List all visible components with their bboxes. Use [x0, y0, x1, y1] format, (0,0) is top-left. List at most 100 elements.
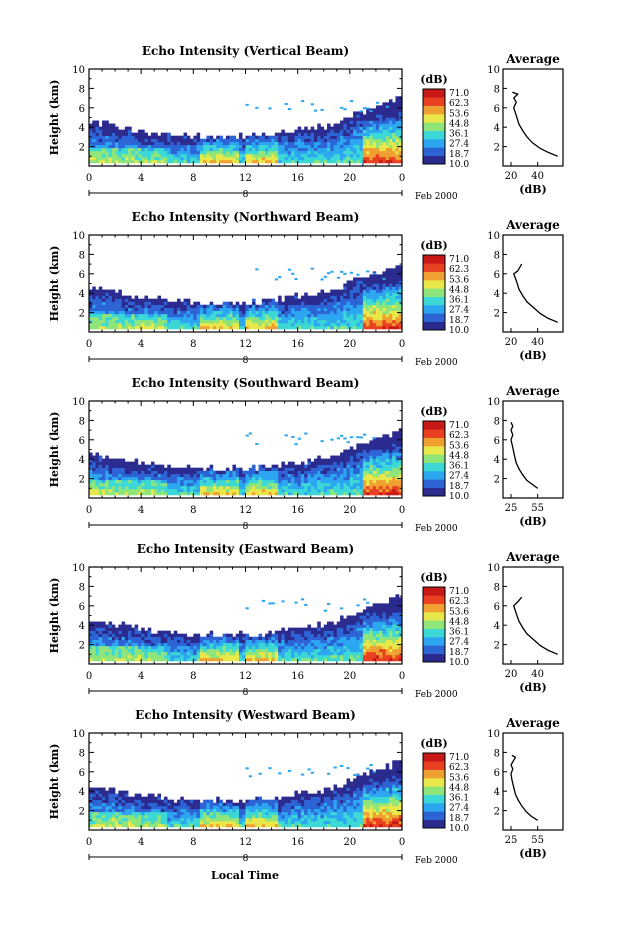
- heatmap-cell: [333, 159, 338, 164]
- heatmap-cell: [362, 609, 367, 613]
- heatmap-cell: [327, 479, 331, 484]
- heatmap-cell: [255, 141, 259, 146]
- heatmap-cell: [395, 431, 400, 435]
- y-tick-label: 6: [79, 104, 85, 115]
- heatmap-cell: [281, 473, 285, 478]
- heatmap-cell: [284, 150, 289, 155]
- heatmap-cell: [398, 286, 403, 290]
- heatmap-cell: [372, 648, 377, 653]
- heatmap-cell: [388, 123, 393, 127]
- heatmap-cell: [284, 648, 289, 653]
- heatmap-cell: [320, 310, 325, 315]
- heatmap-cell: [346, 639, 351, 644]
- heatmap-cell: [115, 482, 119, 487]
- heatmap-cell: [310, 310, 315, 315]
- heatmap-cell: [154, 147, 158, 152]
- heatmap-cell: [199, 654, 204, 659]
- heatmap-cell: [392, 603, 396, 607]
- heatmap-cell: [385, 310, 390, 315]
- heatmap-cell: [304, 476, 308, 481]
- heatmap-cell: [310, 301, 315, 306]
- heatmap-cell: [320, 153, 325, 158]
- heatmap-cell: [323, 479, 328, 484]
- heatmap-cell: [388, 129, 393, 133]
- heatmap-cell: [196, 485, 201, 490]
- heatmap-cell: [300, 473, 305, 478]
- heatmap-cell: [398, 437, 403, 441]
- heatmap-cell: [238, 319, 243, 324]
- heatmap-cell: [177, 322, 181, 327]
- heatmap-cell: [206, 135, 210, 140]
- heatmap-cell: [340, 636, 344, 641]
- heatmap-cell: [320, 108, 324, 111]
- heatmap-cell: [89, 307, 93, 312]
- heatmap-cell: [229, 316, 233, 321]
- heatmap-cell: [157, 633, 162, 638]
- heatmap-cell: [209, 316, 214, 321]
- heatmap-cell: [255, 150, 259, 155]
- heatmap-cell: [340, 461, 344, 465]
- heatmap-cell: [366, 461, 370, 465]
- heatmap-cell: [307, 479, 312, 484]
- y-tick-label: 6: [79, 436, 85, 447]
- heatmap-cell: [349, 138, 354, 143]
- heatmap-cell: [336, 129, 341, 133]
- heatmap-cell: [385, 123, 390, 127]
- heatmap-cell: [261, 322, 266, 327]
- heatmap-cell: [307, 322, 312, 327]
- heatmap-cell: [385, 301, 390, 306]
- heatmap-cell: [278, 159, 282, 164]
- heatmap-cell: [134, 301, 139, 306]
- heatmap-cell: [196, 313, 201, 318]
- heatmap-cell: [395, 455, 400, 459]
- heatmap-cell: [392, 126, 396, 130]
- heatmap-cell: [313, 141, 318, 146]
- heatmap-cell: [372, 283, 377, 287]
- heatmap-cell: [258, 310, 263, 315]
- heatmap-cell: [372, 645, 377, 650]
- heatmap-cell: [379, 283, 383, 287]
- heatmap-cell: [320, 319, 325, 324]
- heatmap-cell: [356, 467, 360, 472]
- heatmap-cell: [111, 129, 116, 133]
- heatmap-cell: [349, 491, 354, 496]
- heatmap-cell: [157, 476, 162, 481]
- heatmap-cell: [238, 491, 243, 496]
- heatmap-cell: [372, 437, 376, 440]
- heatmap-cell: [388, 322, 393, 327]
- heatmap-cell: [121, 307, 126, 312]
- heatmap-cell: [274, 150, 279, 155]
- heatmap-cell: [333, 642, 338, 647]
- heatmap-cell: [385, 295, 390, 299]
- heatmap-cell: [225, 479, 230, 484]
- heatmap-cell: [261, 301, 266, 306]
- heatmap-cell: [366, 307, 370, 312]
- heatmap-cell: [388, 159, 393, 164]
- profile-title: Average: [505, 52, 560, 66]
- heatmap-cell: [124, 627, 129, 631]
- heatmap-cell: [284, 138, 289, 143]
- heatmap-cell: [258, 476, 263, 481]
- heatmap-cell: [287, 651, 292, 656]
- heatmap-cell: [382, 310, 386, 315]
- heatmap-cell: [225, 301, 230, 306]
- heatmap-cell: [340, 624, 344, 628]
- heatmap-cell: [382, 307, 386, 312]
- heatmap-cell: [177, 304, 181, 309]
- heatmap-cell: [252, 304, 256, 309]
- heatmap-cell: [167, 479, 171, 484]
- heatmap-cell: [385, 443, 390, 447]
- heatmap-cell: [375, 440, 380, 444]
- heatmap-cell: [248, 144, 253, 149]
- heatmap-cell: [287, 159, 292, 164]
- heatmap-cell: [238, 159, 243, 164]
- heatmap-cell: [92, 627, 96, 631]
- heatmap-cell: [265, 467, 269, 472]
- heatmap-cell: [398, 473, 403, 478]
- heatmap-cell: [362, 464, 367, 468]
- heatmap-cell: [225, 482, 230, 487]
- heatmap-cell: [379, 322, 383, 327]
- heatmap-cell: [255, 310, 259, 315]
- heatmap-cell: [281, 144, 285, 149]
- heatmap-cell: [340, 153, 344, 158]
